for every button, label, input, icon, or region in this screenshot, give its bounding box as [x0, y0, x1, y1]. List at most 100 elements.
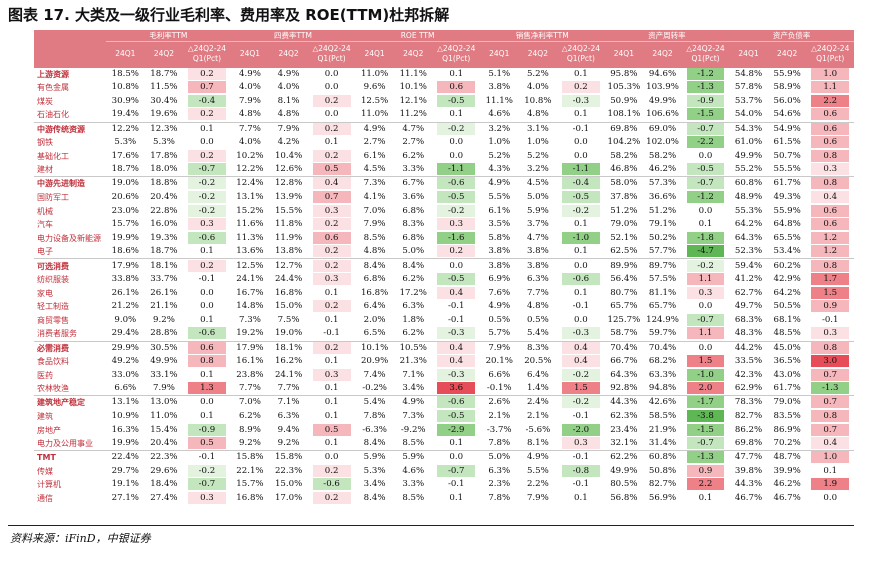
row-label: 计算机: [37, 480, 61, 490]
row-label: 食品饮料: [37, 357, 69, 367]
value-cell: -9.2%: [400, 424, 426, 435]
delta-value: 0.5: [188, 436, 226, 449]
delta-cell: 0.0: [806, 492, 854, 506]
delta-value: 0.0: [574, 150, 588, 161]
value-cell: 18.5%: [106, 66, 145, 81]
header-group: ROE TTM: [355, 30, 480, 42]
value-cell: 17.9%: [106, 258, 145, 273]
delta-value: 1.1: [811, 81, 850, 94]
value-cell: 61.7%: [767, 176, 807, 191]
delta-value: 0.4: [811, 436, 850, 449]
delta-value: 1.7: [811, 272, 850, 285]
delta-cell: 0.8: [806, 340, 854, 355]
delta-cell: 0.1: [307, 395, 356, 410]
delta-cell: 2.2: [682, 478, 729, 492]
delta-value: -0.1: [572, 410, 590, 421]
value-cell: 14.8%: [236, 301, 264, 312]
delta-cell: 0.4: [432, 340, 480, 355]
value-cell: 3.1%: [518, 121, 558, 136]
value-cell: 5.1%: [479, 66, 519, 81]
delta-cell: 0.2: [183, 108, 230, 122]
value-cell: 17.0%: [274, 492, 303, 503]
table-row: 房地产 16.3% 15.4% -0.9 8.9% 9.4% 0.5 -6.3% -9.2% -2…: [34, 423, 854, 437]
value-cell: 1.0%: [488, 137, 511, 148]
value-cell: 102.0%: [646, 137, 679, 148]
delta-cell: 0.2: [308, 300, 355, 314]
row-label: 中游传统资源: [34, 121, 106, 136]
delta-cell: -0.9: [183, 423, 230, 437]
delta-value: 0.1: [698, 219, 713, 230]
delta-cell: -1.7: [681, 395, 730, 410]
value-cell: 8.5%: [363, 232, 386, 243]
value-cell: 2.4%: [518, 395, 558, 410]
delta-cell: 0.1: [308, 136, 355, 150]
value-cell: 26.1%: [150, 287, 178, 298]
delta-value: 2.0: [686, 382, 725, 395]
value-cell: 4.8%: [239, 109, 261, 120]
value-cell: 4.6%: [402, 465, 425, 476]
delta-cell: 0.0: [308, 81, 355, 95]
delta-value: 0.2: [437, 245, 476, 258]
header-sub: △24Q2-24Q1(Pct): [681, 41, 730, 67]
delta-value: 0.3: [686, 286, 725, 299]
table-body: 上游资源 18.5% 18.7% 0.2 4.9% 4.9% 0.0 11.0% 11.1% 0.…: [34, 66, 854, 506]
value-cell: 64.2%: [734, 219, 763, 230]
delta-value: 3.6: [437, 382, 476, 395]
value-cell: 19.6%: [150, 109, 178, 120]
value-cell: 60.8%: [729, 176, 768, 191]
delta-value: -2.2: [686, 136, 725, 149]
delta-cell: 0.1: [183, 368, 230, 382]
delta-cell: -1.5: [682, 108, 729, 122]
delta-value: -0.1: [447, 315, 465, 326]
value-cell: 4.9%: [518, 450, 558, 465]
value-cell: 49.9%: [150, 356, 178, 367]
delta-cell: 0.1: [308, 314, 355, 328]
delta-cell: -0.1: [557, 478, 604, 492]
value-cell: 26.1%: [111, 287, 139, 298]
delta-cell: 0.6: [308, 231, 355, 246]
value-cell: 54.9%: [767, 121, 807, 136]
value-cell: 5.2%: [488, 150, 511, 161]
value-cell: 57.5%: [648, 273, 677, 284]
value-cell: 55.5%: [773, 164, 801, 175]
delta-cell: -0.1: [557, 410, 604, 424]
delta-value: 0.1: [574, 109, 588, 120]
delta-value: 0.0: [449, 452, 464, 463]
value-cell: 80.7%: [610, 287, 638, 298]
delta-value: -1.0: [686, 368, 725, 381]
delta-value: -0.8: [561, 464, 600, 477]
value-cell: 12.8%: [269, 176, 308, 191]
value-cell: 53.4%: [773, 246, 801, 257]
table-row: 农林牧渔 6.6% 7.9% 1.3 7.7% 7.7% 0.1 -0.2% 3.4% 3.6 -0…: [34, 382, 854, 396]
value-cell: 18.0%: [150, 164, 178, 175]
delta-value: 0.0: [698, 342, 713, 353]
value-cell: 7.6%: [488, 287, 511, 298]
delta-value: 0.3: [811, 163, 850, 176]
delta-value: 0.2: [188, 149, 226, 162]
value-cell: 10.8%: [111, 82, 139, 93]
value-cell: 50.9%: [610, 96, 638, 107]
value-cell: 7.7%: [526, 287, 549, 298]
table-row: 消费者服务 29.4% 28.8% -0.6 19.2% 19.0% -0.1 6.5% 6.2…: [34, 327, 854, 341]
value-cell: 48.5%: [773, 328, 801, 339]
value-cell: 9.0%: [114, 315, 137, 326]
delta-cell: 3.0: [806, 355, 854, 369]
row-label: 家电: [37, 288, 53, 298]
row-label: 钢铁: [37, 138, 53, 148]
delta-cell: -0.2: [183, 190, 230, 205]
value-cell: 15.7%: [236, 479, 264, 490]
value-cell: 9.2%: [153, 315, 175, 326]
delta-value: 0.3: [188, 491, 226, 504]
delta-value: -2.0: [561, 423, 600, 436]
value-cell: 6.2%: [402, 328, 425, 339]
table-row: 纺织服装 33.8% 33.7% -0.1 24.1% 24.4% 0.3 6.8% 6.2% -…: [34, 272, 854, 287]
header-sub: 24Q1: [479, 41, 519, 67]
delta-cell: 0.2: [183, 149, 230, 163]
value-cell: 9.2%: [239, 437, 261, 448]
value-cell: 0.5%: [526, 315, 549, 326]
value-cell: 54.8%: [729, 66, 768, 81]
section-header-row: TMT 22.4% 22.3% -0.1 15.8% 15.8% 0.0 5.9% 5.9% 0.…: [34, 450, 854, 465]
delta-cell: -1.3: [682, 81, 729, 95]
value-cell: 11.3%: [236, 232, 264, 243]
delta-value: -0.2: [561, 368, 600, 381]
